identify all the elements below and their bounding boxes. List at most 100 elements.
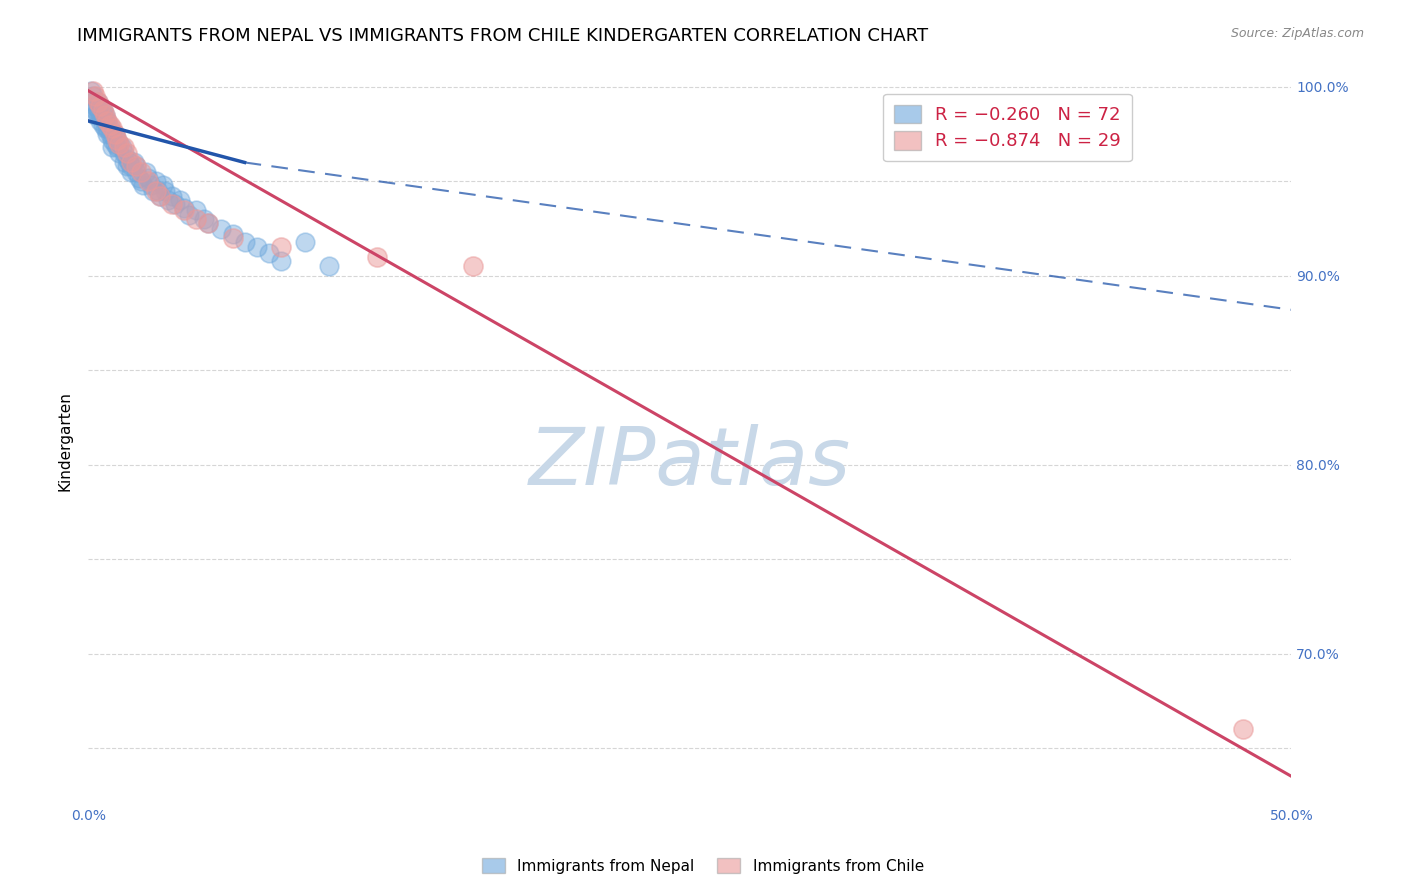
Point bbox=[121, 165, 143, 179]
Point bbox=[209, 221, 232, 235]
Text: ZIPatlas: ZIPatlas bbox=[529, 424, 851, 502]
Point bbox=[294, 235, 316, 249]
Point bbox=[101, 127, 124, 141]
Point bbox=[115, 146, 138, 161]
Point bbox=[246, 240, 269, 254]
Point bbox=[270, 240, 292, 254]
Point bbox=[94, 114, 117, 128]
Point bbox=[136, 170, 159, 185]
Point bbox=[156, 193, 179, 207]
Point bbox=[94, 108, 117, 122]
Point bbox=[101, 133, 124, 147]
Point bbox=[101, 121, 124, 136]
Point bbox=[129, 174, 152, 188]
Point bbox=[98, 121, 121, 136]
Point bbox=[149, 189, 172, 203]
Point bbox=[145, 184, 167, 198]
Point bbox=[121, 159, 143, 173]
Point bbox=[98, 118, 121, 132]
Point bbox=[233, 235, 256, 249]
Point bbox=[105, 140, 128, 154]
Point bbox=[149, 189, 172, 203]
Point bbox=[162, 189, 184, 203]
Point bbox=[463, 260, 485, 274]
Point bbox=[162, 197, 184, 211]
Text: Source: ZipAtlas.com: Source: ZipAtlas.com bbox=[1230, 27, 1364, 40]
Point bbox=[197, 216, 219, 230]
Point bbox=[125, 165, 148, 179]
Point bbox=[221, 231, 243, 245]
Legend: R = −0.260   N = 72, R = −0.874   N = 29: R = −0.260 N = 72, R = −0.874 N = 29 bbox=[883, 94, 1132, 161]
Point bbox=[136, 174, 159, 188]
Point bbox=[105, 133, 128, 147]
Point bbox=[91, 118, 114, 132]
Point bbox=[318, 260, 340, 274]
Point bbox=[128, 170, 150, 185]
Point bbox=[186, 202, 208, 217]
Point bbox=[104, 127, 127, 141]
Point bbox=[179, 208, 201, 222]
Point bbox=[197, 216, 219, 230]
Point bbox=[98, 127, 121, 141]
Point bbox=[104, 127, 127, 141]
Point bbox=[104, 136, 127, 151]
Point bbox=[108, 146, 131, 161]
Point bbox=[111, 140, 134, 154]
Point bbox=[153, 184, 176, 198]
Point bbox=[87, 95, 110, 109]
Point bbox=[135, 165, 157, 179]
Point bbox=[145, 174, 167, 188]
Point bbox=[82, 84, 104, 98]
Point bbox=[173, 201, 195, 215]
Point bbox=[84, 108, 107, 122]
Point bbox=[91, 103, 114, 117]
Point bbox=[96, 114, 118, 128]
Point bbox=[132, 178, 155, 193]
Point bbox=[169, 193, 191, 207]
Point bbox=[84, 99, 107, 113]
Point bbox=[121, 155, 143, 169]
Point bbox=[152, 178, 174, 193]
Point bbox=[94, 121, 117, 136]
Point bbox=[89, 114, 111, 128]
Point bbox=[96, 114, 118, 128]
Point bbox=[193, 212, 215, 227]
Point bbox=[108, 136, 131, 151]
Point bbox=[84, 89, 107, 103]
Point bbox=[79, 84, 101, 98]
Y-axis label: Kindergarten: Kindergarten bbox=[58, 391, 72, 491]
Point bbox=[115, 152, 138, 166]
Point bbox=[87, 103, 110, 117]
Point bbox=[125, 159, 148, 173]
Point bbox=[139, 178, 162, 193]
Point bbox=[89, 108, 111, 122]
Point bbox=[89, 99, 111, 113]
Point bbox=[112, 140, 135, 154]
Point bbox=[108, 136, 131, 151]
Point bbox=[1232, 722, 1254, 736]
Point bbox=[112, 146, 135, 161]
Point bbox=[91, 108, 114, 122]
Point bbox=[82, 89, 104, 103]
Point bbox=[122, 155, 145, 169]
Point bbox=[270, 253, 292, 268]
Point bbox=[173, 202, 195, 217]
Point bbox=[84, 103, 107, 117]
Point bbox=[163, 197, 186, 211]
Point bbox=[82, 95, 104, 109]
Point bbox=[129, 165, 152, 179]
Point bbox=[112, 155, 135, 169]
Point bbox=[94, 108, 117, 122]
Point bbox=[146, 184, 169, 198]
Text: IMMIGRANTS FROM NEPAL VS IMMIGRANTS FROM CHILE KINDERGARTEN CORRELATION CHART: IMMIGRANTS FROM NEPAL VS IMMIGRANTS FROM… bbox=[77, 27, 928, 45]
Point bbox=[118, 155, 141, 169]
Point bbox=[186, 212, 208, 227]
Point bbox=[221, 227, 243, 242]
Point bbox=[91, 103, 114, 117]
Point bbox=[125, 159, 148, 173]
Legend: Immigrants from Nepal, Immigrants from Chile: Immigrants from Nepal, Immigrants from C… bbox=[477, 852, 929, 880]
Point bbox=[87, 95, 110, 109]
Point bbox=[87, 108, 110, 122]
Point bbox=[257, 246, 280, 260]
Point bbox=[96, 121, 118, 136]
